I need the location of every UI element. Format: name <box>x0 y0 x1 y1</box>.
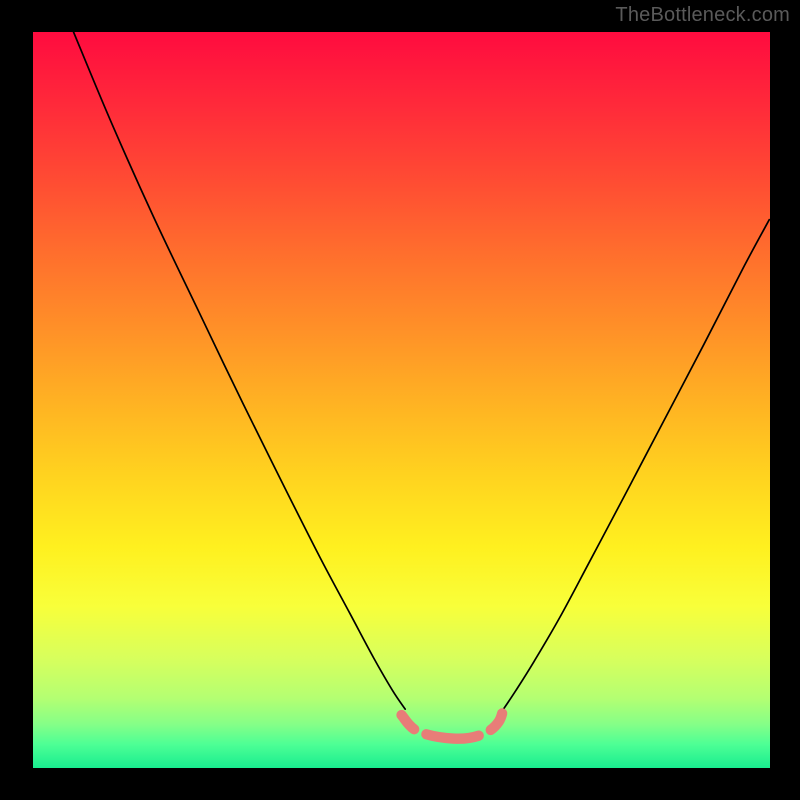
watermark-text: TheBottleneck.com <box>615 4 790 27</box>
gradient-background <box>33 32 770 768</box>
chart-frame: TheBottleneck.com <box>0 0 800 800</box>
bottleneck-chart-svg <box>33 32 770 768</box>
plot-area <box>33 32 770 768</box>
